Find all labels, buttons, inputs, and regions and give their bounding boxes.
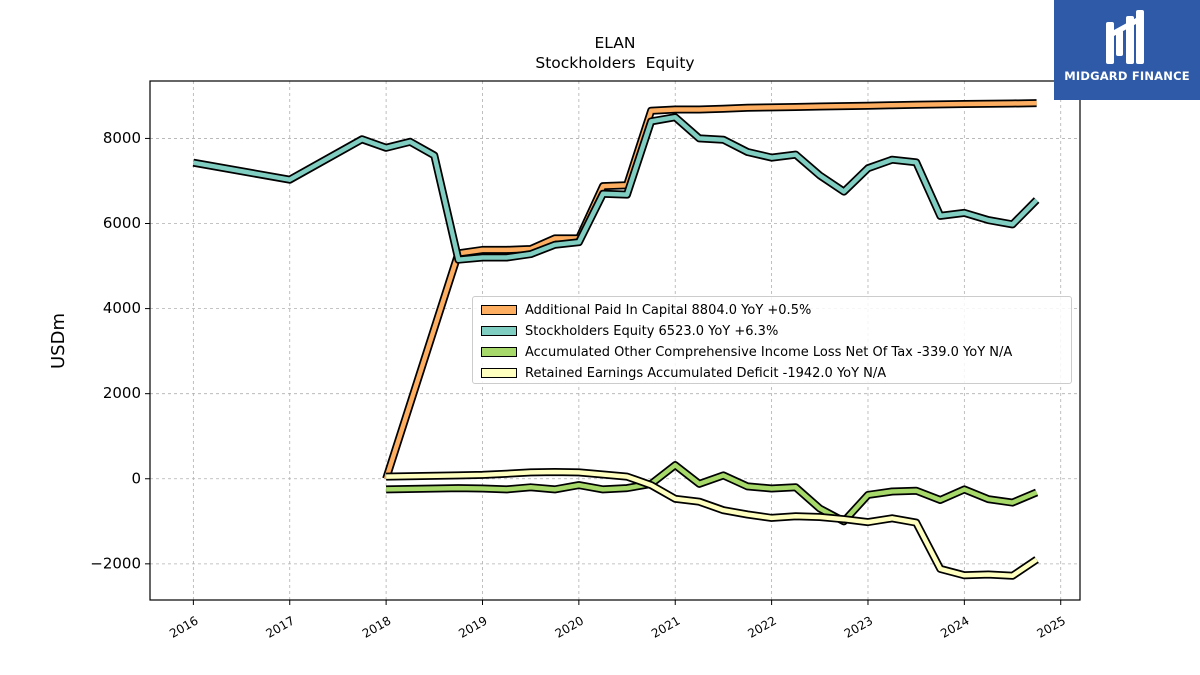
legend-label: Stockholders Equity 6523.0 YoY +6.3% (525, 323, 779, 339)
legend-item-additional-paid-in-capital: Additional Paid In Capital 8804.0 YoY +0… (481, 302, 811, 318)
series-line-3 (386, 469, 1038, 579)
x-tick-label: 2020 (553, 614, 586, 641)
x-tick-label: 2019 (456, 614, 489, 641)
y-tick-label: 0 (131, 469, 141, 487)
series-outline-0 (382, 99, 1037, 481)
legend-label: Retained Earnings Accumulated Deficit -1… (525, 365, 887, 381)
x-tick-label: 2016 (167, 614, 200, 641)
x-tick-label: 2025 (1035, 614, 1068, 641)
legend-swatch-retained-earnings (481, 368, 517, 378)
y-ticks: −2000 0 2000 4000 6000 8000 (90, 129, 150, 572)
x-tick-label: 2022 (745, 614, 778, 641)
y-axis-label: USDm (48, 313, 69, 369)
series-line-0 (383, 100, 1037, 480)
series-line-1 (193, 114, 1039, 262)
y-tick-label: −2000 (90, 554, 141, 572)
legend-swatch-additional-paid-in-capital (481, 305, 517, 315)
x-ticks: 2016 2017 2018 2019 2020 2021 2022 2023 2024 2025 (167, 600, 1068, 641)
legend-swatch-stockholders-equity (481, 326, 517, 336)
legend-item-aoci: Accumulated Other Comprehensive Income L… (481, 344, 1012, 360)
midgard-finance-logo: MIDGARD FINANCE (1054, 0, 1200, 100)
series-layer (192, 99, 1040, 580)
x-tick-label: 2024 (938, 614, 971, 641)
y-tick-label: 4000 (103, 299, 141, 317)
series-line-2 (386, 462, 1038, 524)
legend-label: Accumulated Other Comprehensive Income L… (525, 344, 1013, 360)
logo-text: MIDGARD FINANCE (1064, 69, 1190, 83)
y-tick-label: 6000 (103, 214, 141, 232)
y-tick-label: 8000 (103, 129, 141, 147)
y-tick-label: 2000 (103, 384, 141, 402)
chart-title: ELAN (595, 34, 636, 52)
x-tick-label: 2018 (360, 614, 393, 641)
midgard-logo-icon (1106, 10, 1144, 64)
legend-swatch-aoci (481, 347, 517, 357)
x-tick-label: 2023 (842, 614, 875, 641)
plot-frame (149, 80, 1081, 601)
x-tick-label: 2017 (264, 614, 297, 641)
chart-subtitle: Stockholders Equity (535, 54, 694, 72)
legend-item-stockholders-equity: Stockholders Equity 6523.0 YoY +6.3% (481, 323, 778, 339)
legend-label: Additional Paid In Capital 8804.0 YoY +0… (525, 302, 812, 318)
legend: Additional Paid In Capital 8804.0 YoY +0… (472, 296, 1072, 384)
x-tick-label: 2021 (649, 614, 682, 641)
legend-item-retained-earnings: Retained Earnings Accumulated Deficit -1… (481, 365, 886, 381)
